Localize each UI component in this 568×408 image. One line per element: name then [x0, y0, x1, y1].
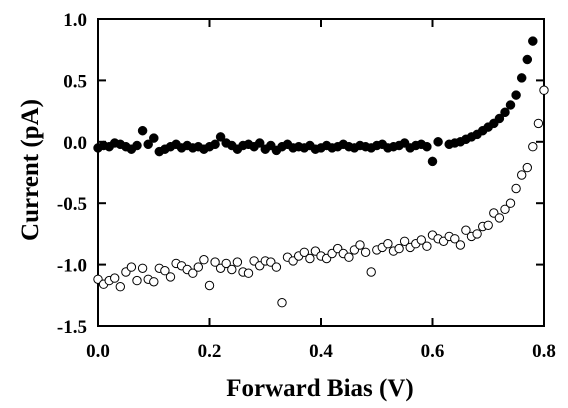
open-data-point [271, 262, 282, 272]
filled-data-point [494, 113, 505, 124]
open-data-point [505, 198, 516, 208]
y-tick-label: -1.5 [57, 317, 87, 338]
open-data-point [422, 241, 432, 251]
filled-data-point [427, 156, 438, 167]
open-data-point [299, 247, 309, 258]
open-data-point [149, 277, 159, 287]
y-tick-label: -0.5 [57, 194, 87, 215]
filled-data-point [511, 90, 521, 100]
filled-data-point [143, 139, 153, 150]
open-data-point [528, 142, 538, 152]
open-data-point [416, 235, 426, 245]
x-tick-label: 0.8 [532, 341, 556, 362]
open-data-point [483, 220, 493, 231]
x-tick-label: 0.6 [421, 341, 445, 362]
filled-data-point [422, 141, 432, 152]
filled-data-point [210, 139, 220, 150]
filled-data-point [132, 140, 142, 151]
open-data-point [511, 183, 521, 194]
open-data-point [539, 85, 549, 95]
open-data-point [461, 225, 471, 235]
y-axis-title: Current (pA) [17, 99, 44, 241]
open-data-point [455, 240, 466, 250]
open-data-point [165, 272, 176, 282]
open-data-point [344, 252, 354, 262]
plot-frame [97, 18, 545, 327]
open-data-point [243, 268, 254, 278]
open-data-point [360, 247, 371, 258]
open-data-point [204, 280, 215, 291]
open-data-point [277, 298, 287, 308]
open-data-point [137, 263, 148, 273]
x-axis-title: Forward Bias (V) [226, 375, 413, 402]
open-data-point [305, 253, 315, 264]
y-tick-label: 1.0 [63, 10, 87, 31]
y-tick-label: 0.0 [63, 133, 87, 154]
open-data-point [221, 258, 231, 269]
filled-data-point [215, 132, 226, 142]
open-data-point [126, 262, 137, 272]
filled-data-point [522, 54, 533, 65]
x-tick-label: 0.2 [198, 341, 222, 362]
open-data-point [115, 282, 126, 292]
y-tick-label: -1.0 [57, 256, 87, 277]
open-data-point [500, 204, 510, 215]
open-data-point [160, 266, 170, 276]
open-data-point [450, 234, 460, 244]
open-data-point [110, 273, 120, 283]
open-data-point [533, 118, 544, 129]
filled-data-point [254, 138, 265, 148]
open-data-point [399, 236, 410, 247]
open-data-point [193, 262, 204, 272]
open-data-point [227, 264, 237, 275]
filled-data-point [505, 100, 516, 110]
open-data-point [210, 257, 220, 267]
filled-data-point [500, 107, 510, 118]
x-tick-label: 0.4 [309, 341, 333, 362]
open-data-point [394, 243, 404, 254]
filled-data-point [516, 73, 527, 83]
filled-data-point [433, 137, 443, 147]
open-data-point [188, 268, 198, 278]
y-tick-label: 0.5 [63, 71, 87, 92]
open-data-point [199, 255, 209, 265]
open-data-point [517, 170, 527, 180]
open-data-point [232, 257, 243, 267]
x-tick-label: 0.0 [86, 341, 110, 362]
open-data-point [383, 239, 393, 249]
open-data-point [472, 229, 482, 239]
filled-data-point [528, 36, 538, 46]
filled-data-point [137, 125, 148, 136]
open-data-point [132, 275, 142, 286]
open-data-point [355, 240, 365, 250]
open-data-point [366, 267, 376, 277]
open-data-point [522, 162, 532, 173]
plot-area: 0.0 0.2 0.4 0.6 0.8 -1.5 -1.0 -0.5 0.0 0.5 1.0 [57, 10, 556, 362]
open-data-point [494, 213, 505, 223]
filled-data-point [149, 133, 159, 143]
